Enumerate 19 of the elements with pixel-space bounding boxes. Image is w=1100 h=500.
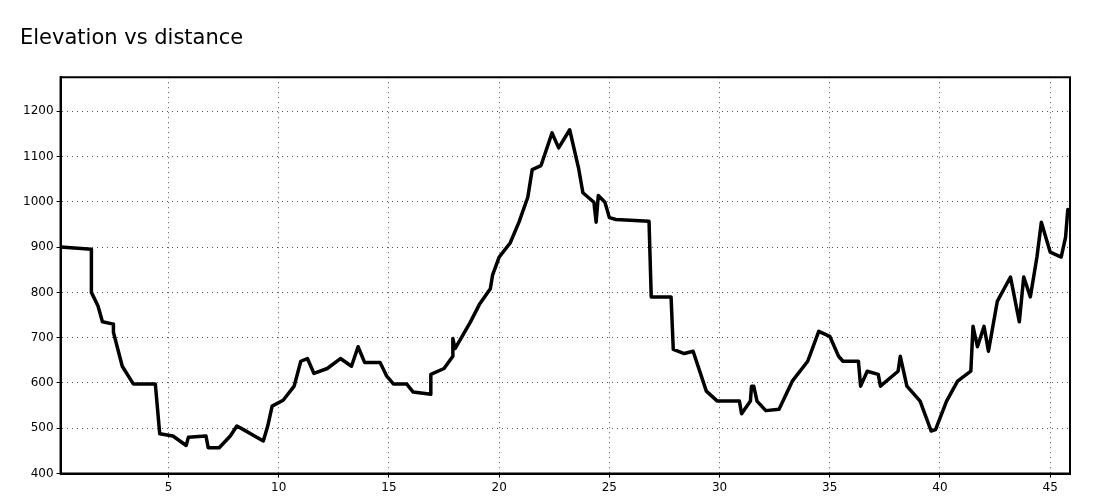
y-tick-label: 1100 xyxy=(22,148,54,163)
y-tick-label: 800 xyxy=(30,284,54,299)
y-tick-label: 400 xyxy=(30,465,54,480)
y-tick-label: 1200 xyxy=(22,103,54,118)
x-tick-label: 15 xyxy=(381,479,397,494)
x-tick-label: 25 xyxy=(601,479,617,494)
x-tick-label: 5 xyxy=(164,479,173,494)
x-tick-label: 10 xyxy=(271,479,287,494)
y-tick-label: 500 xyxy=(30,420,54,435)
x-tick-label: 40 xyxy=(932,479,948,494)
y-tick-label: 900 xyxy=(30,239,54,254)
x-tick-label: 45 xyxy=(1042,479,1058,494)
x-tick-label: 30 xyxy=(711,479,728,494)
x-tick-label: 20 xyxy=(491,479,507,494)
y-tick-label: 700 xyxy=(30,329,54,344)
chart-title: Elevation vs distance xyxy=(20,25,244,50)
y-tick-label: 1000 xyxy=(22,193,54,208)
x-tick-label: 35 xyxy=(822,479,838,494)
y-tick-label: 600 xyxy=(30,375,54,390)
